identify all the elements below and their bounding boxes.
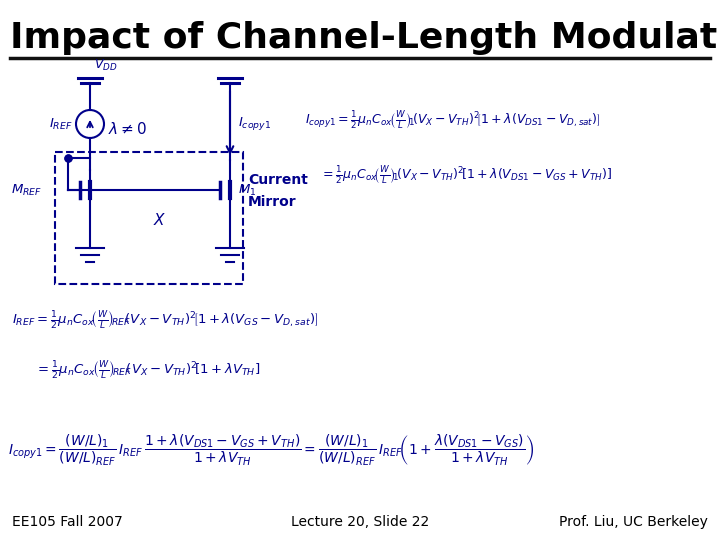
Text: $I_{REF}$: $I_{REF}$ (50, 117, 73, 132)
Text: Lecture 20, Slide 22: Lecture 20, Slide 22 (291, 515, 429, 529)
Text: $X$: $X$ (153, 212, 167, 228)
Text: Prof. Liu, UC Berkeley: Prof. Liu, UC Berkeley (559, 515, 708, 529)
Text: $= \frac{1}{2}\mu_n C_{ox}\!\left(\frac{W}{L}\right)_{\!\!REF}\!\!(V_X - V_{TH}): $= \frac{1}{2}\mu_n C_{ox}\!\left(\frac{… (35, 359, 261, 381)
Text: Current: Current (248, 173, 308, 187)
Text: EE105 Fall 2007: EE105 Fall 2007 (12, 515, 122, 529)
Text: $M_1$: $M_1$ (238, 183, 256, 198)
Text: $M_{REF}$: $M_{REF}$ (11, 183, 42, 198)
Text: $I_{copy1} = \dfrac{(W/L)_1}{(W/L)_{REF}}\,I_{REF}\,\dfrac{1 + \lambda(V_{DS1} -: $I_{copy1} = \dfrac{(W/L)_1}{(W/L)_{REF}… (8, 433, 534, 468)
Text: $I_{copy1} = \frac{1}{2}\mu_n C_{ox}\!\left(\frac{W}{L}\right)_{\!\!1}\!(V_X - V: $I_{copy1} = \frac{1}{2}\mu_n C_{ox}\!\l… (305, 109, 600, 131)
Text: $\lambda \neq 0$: $\lambda \neq 0$ (108, 121, 147, 137)
Text: $I_{REF} = \frac{1}{2}\mu_n C_{ox}\!\left(\frac{W}{L}\right)_{\!\!REF}\!\!(V_X -: $I_{REF} = \frac{1}{2}\mu_n C_{ox}\!\lef… (12, 309, 318, 331)
Text: Mirror: Mirror (248, 195, 297, 209)
Text: $= \frac{1}{2}\mu_n C_{ox}\!\left(\frac{W}{L}\right)_{\!\!1}\!(V_X - V_{TH})^2\!: $= \frac{1}{2}\mu_n C_{ox}\!\left(\frac{… (320, 164, 612, 186)
Text: $V_{DD}$: $V_{DD}$ (94, 58, 117, 73)
Text: $I_{copy1}$: $I_{copy1}$ (238, 116, 271, 132)
Text: Impact of Channel-Length Modulation: Impact of Channel-Length Modulation (10, 21, 720, 55)
